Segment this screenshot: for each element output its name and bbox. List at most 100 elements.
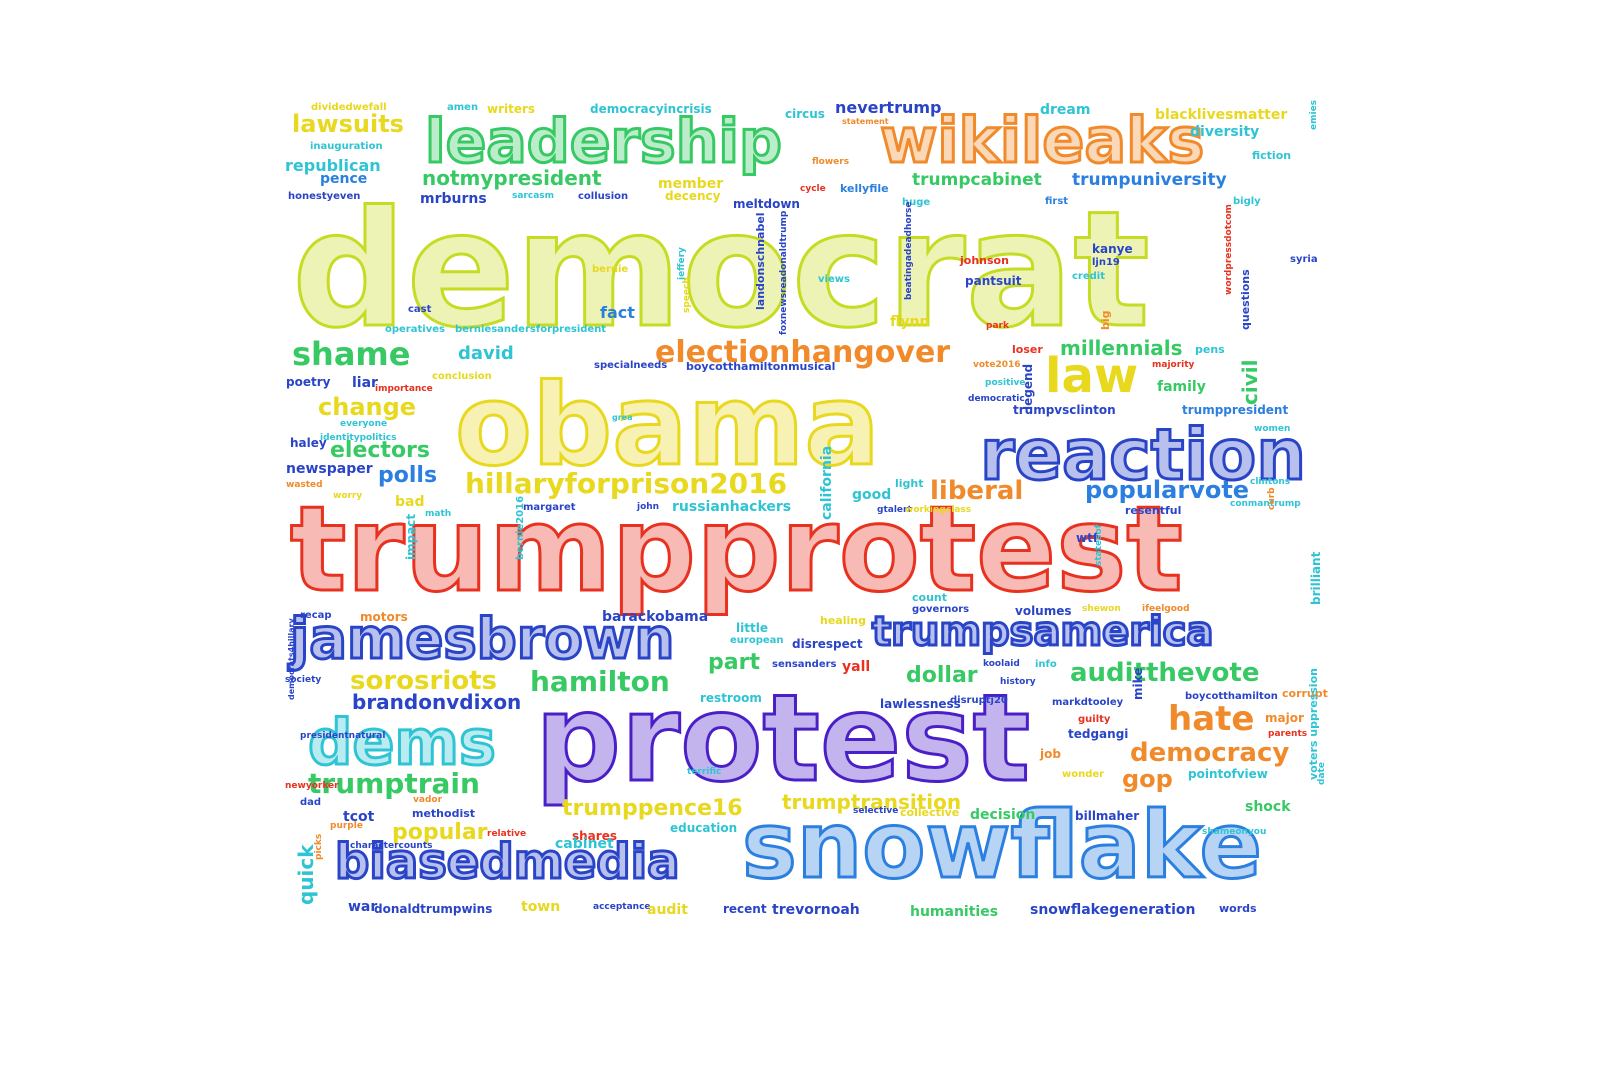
- cloud-word: european: [730, 635, 784, 646]
- cloud-word: part: [708, 650, 760, 675]
- cloud-word: yall: [842, 659, 871, 675]
- cloud-word: trumptransition: [782, 790, 962, 814]
- cloud-word: decision: [970, 807, 1036, 823]
- cloud-word: light: [895, 477, 924, 490]
- cloud-word: women: [1254, 424, 1291, 434]
- cloud-word: vador: [413, 795, 443, 805]
- cloud-word: gtalert: [877, 505, 912, 515]
- cloud-word: ljn19: [1092, 257, 1120, 268]
- cloud-word: poetry: [286, 375, 331, 389]
- cloud-word: biasedmedia: [333, 834, 680, 890]
- cloud-word: dream: [1040, 102, 1091, 118]
- cloud-word: presidentnatural: [300, 731, 386, 741]
- cloud-word: foxnewsreadonaldtrump: [779, 210, 789, 335]
- cloud-word: california: [819, 445, 835, 520]
- cloud-word: inauguration: [310, 141, 383, 152]
- cloud-word: dad: [300, 797, 322, 808]
- cloud-word: major: [1265, 711, 1304, 725]
- cloud-word: shame: [292, 335, 411, 373]
- cloud-word: hamilton: [530, 665, 670, 698]
- cloud-word: park: [986, 321, 1009, 331]
- cloud-word: questions: [1239, 269, 1252, 330]
- cloud-word: sorosriots: [350, 666, 497, 696]
- cloud-word: quick: [294, 844, 318, 905]
- cloud-word: liar: [352, 375, 378, 391]
- cloud-word: jeffery: [677, 247, 687, 280]
- cloud-word: legend: [1021, 363, 1035, 410]
- cloud-word: shares: [572, 829, 617, 843]
- cloud-word: first: [1045, 196, 1069, 207]
- cloud-word: shock: [1245, 799, 1291, 815]
- cloud-word: haley: [290, 436, 327, 450]
- cloud-word: recap: [300, 610, 332, 621]
- cloud-word: words: [1219, 902, 1257, 915]
- cloud-word: fiction: [1252, 149, 1292, 162]
- cloud-word: wonder: [1062, 769, 1105, 780]
- cloud-word: bad: [395, 494, 425, 510]
- cloud-word: blacklivesmatter: [1155, 107, 1288, 123]
- cloud-word: dividedwefall: [311, 102, 387, 113]
- cloud-word: newspaper: [286, 461, 373, 477]
- cloud-word: history: [1000, 677, 1036, 687]
- cloud-word: views: [818, 274, 850, 285]
- cloud-word: democratic: [968, 394, 1025, 404]
- cloud-word: charactercounts: [350, 841, 433, 851]
- cloud-word: mike: [1131, 667, 1145, 700]
- cloud-word: wikileaks: [878, 104, 1205, 177]
- cloud-word: guilty: [1078, 714, 1111, 725]
- cloud-word: loser: [1012, 343, 1043, 356]
- cloud-word: shewon: [1082, 604, 1121, 614]
- cloud-word: purple: [330, 821, 363, 831]
- cloud-word: dems: [307, 706, 498, 779]
- cloud-word: wordpressdotcom: [1224, 204, 1234, 295]
- cloud-word: education: [670, 821, 738, 835]
- cloud-word: leadership: [424, 107, 784, 177]
- cloud-word: nevertrump: [835, 98, 942, 117]
- cloud-word: audit: [647, 902, 688, 918]
- cloud-word: protest: [533, 670, 1031, 809]
- cloud-word: family: [1157, 379, 1206, 395]
- cloud-word: john: [637, 502, 660, 512]
- cloud-word: huge: [902, 197, 931, 208]
- cloud-word: restroom: [700, 691, 762, 705]
- cloud-word: specialneeds: [594, 360, 668, 371]
- cloud-word: writers: [487, 102, 536, 116]
- cloud-word: sensanders: [772, 659, 837, 670]
- cloud-word: conclusion: [432, 371, 492, 382]
- cloud-word: dollar: [906, 663, 978, 688]
- cloud-word: terrific: [687, 767, 722, 777]
- cloud-word: vote2016: [973, 360, 1021, 370]
- cloud-word: disruptj20: [950, 695, 1008, 706]
- cloud-word: recent: [723, 902, 767, 916]
- cloud-word: trumpcabinet: [912, 170, 1042, 190]
- cloud-word: lawlessness: [880, 697, 961, 711]
- cloud-word: gop: [1122, 765, 1173, 793]
- cloud-word: law: [1045, 348, 1139, 404]
- cloud-word: motors: [360, 610, 408, 624]
- cloud-word: auditthevote: [1070, 658, 1260, 688]
- cloud-word: grea: [612, 413, 633, 422]
- cloud-word: popular: [392, 820, 488, 845]
- cloud-word: decency: [665, 189, 721, 203]
- cloud-word: war: [348, 899, 378, 915]
- cloud-word: fact: [600, 303, 635, 322]
- cloud-word: snowflakegeneration: [1030, 902, 1196, 918]
- cloud-word: cabinet: [555, 836, 614, 852]
- cloud-word: credit: [1072, 271, 1106, 282]
- cloud-word: volumes: [1015, 604, 1072, 618]
- cloud-word: bernie2016: [515, 495, 526, 560]
- cloud-word: democracy: [1130, 738, 1290, 768]
- cloud-word: count: [912, 591, 947, 604]
- cloud-word: date: [1317, 762, 1327, 785]
- cloud-word: donaldtrumpwins: [374, 902, 493, 916]
- cloud-word: polls: [378, 463, 438, 488]
- cloud-word: wasted: [286, 480, 323, 490]
- cloud-word: liberal: [930, 476, 1024, 506]
- cloud-word: brandonvdixon: [352, 690, 522, 714]
- cloud-word: margaret: [523, 502, 576, 513]
- cloud-word: picks: [314, 833, 324, 860]
- cloud-word: notmypresident: [422, 166, 602, 190]
- cloud-word: majority: [1152, 360, 1195, 370]
- cloud-word: pantsuit: [965, 274, 1022, 288]
